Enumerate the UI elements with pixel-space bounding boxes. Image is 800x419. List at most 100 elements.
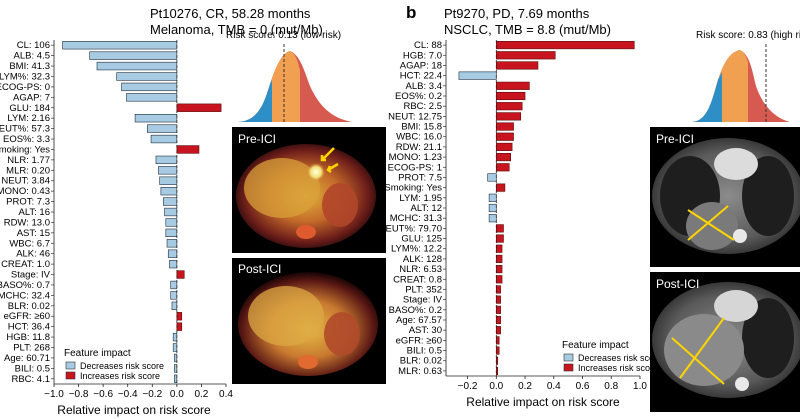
left-title: Pt10276, CR, 58.28 months: [150, 6, 311, 21]
left-pre-ici-label: Pre-ICI: [238, 132, 276, 146]
right-bar: [488, 193, 497, 202]
left-bar: [163, 197, 178, 206]
right-category-label: WBC: 16.0: [396, 132, 442, 143]
right-bar: [488, 214, 497, 223]
left-category-label: AGAP: 7: [13, 92, 50, 103]
right-bar: [495, 244, 503, 253]
right-bar: [495, 91, 526, 101]
right-category-label: Age: 67.57: [396, 315, 442, 326]
left-bar: [164, 207, 178, 217]
left-legend-title: Feature impact: [64, 348, 131, 359]
right-category-label: CL: 88: [414, 40, 442, 51]
left-category-label: BLR: 0.02: [8, 301, 50, 312]
right-x-tick-label: 0.0: [489, 381, 503, 392]
left-category-label: BILI: 0.5: [15, 363, 50, 374]
right-bar: [495, 346, 500, 355]
left-category-label: AST: 15: [17, 228, 50, 239]
left-x-tick-label: −0.2: [142, 389, 162, 400]
left-x-tick-label: −1.0: [44, 389, 64, 400]
left-bar: [171, 301, 178, 310]
left-category-label: MLR: 0.20: [6, 165, 50, 176]
right-bar: [495, 295, 501, 304]
right-bar: [495, 41, 635, 50]
left-subtitle: Melanoma, TMB = 0 (mut/Mb): [150, 22, 323, 37]
left-category-label: CREAT: 1.0: [1, 259, 50, 270]
right-x-tick-label: 0.4: [547, 381, 561, 392]
left-category-label: eGFR: ≥60: [4, 311, 50, 322]
right-density-low-fill: [692, 72, 722, 122]
left-category-label: RDW: 13.0: [4, 217, 50, 228]
left-x-tick-label: 0.4: [219, 389, 233, 400]
left-category-label: EOS%: 3.3: [3, 134, 50, 145]
right-bar: [495, 326, 501, 335]
left-category-label: ALK: 46: [16, 249, 50, 260]
left-category-label: PLT: 268: [13, 343, 50, 354]
right-category-label: LYM: 1.95: [399, 193, 442, 204]
left-category-label: PROT: 7.3: [6, 197, 50, 208]
right-category-label: GLU: 125: [401, 234, 442, 245]
right-category-label: BASO%: 0.2: [389, 305, 442, 316]
right-category-label: NLR: 6.53: [399, 264, 442, 275]
right-legend-decrease-label: Decreases risk score: [578, 353, 662, 363]
right-pre-ici-label: Pre-ICI: [656, 132, 694, 146]
right-bar: [495, 102, 523, 111]
right-bar: [495, 305, 501, 314]
left-bar: [134, 114, 178, 123]
right-bar: [495, 234, 504, 243]
left-bar: [96, 61, 178, 71]
right-bar: [495, 285, 501, 294]
left-category-label: HGB: 11.8: [6, 332, 50, 343]
right-pre-ici-image: Pre-ICI: [650, 127, 800, 267]
left-bar: [165, 218, 178, 227]
left-category-label: Age: 60.71: [4, 353, 50, 364]
right-category-label: MCHC: 31.3: [390, 213, 442, 224]
right-category-label: ECOG-PS: 1: [388, 162, 442, 173]
left-bar: [170, 291, 178, 300]
right-category-label: AST: 30: [409, 325, 442, 336]
left-legend-increase-swatch: [65, 371, 76, 380]
left-bar: [165, 228, 178, 238]
left-category-label: CL: 106: [17, 40, 50, 51]
left-category-label: GLU: 184: [9, 103, 50, 114]
left-bar: [126, 93, 178, 102]
left-x-tick-label: −0.4: [118, 389, 138, 400]
right-bar: [495, 163, 510, 172]
left-category-label: NEUT%: 57.3: [0, 124, 50, 135]
left-category-label: MCHC: 32.4: [0, 290, 50, 301]
right-bar: [495, 153, 511, 162]
right-title: Pt9270, PD, 7.69 months: [444, 6, 590, 21]
left-bar: [174, 374, 178, 383]
right-bar: [495, 81, 530, 90]
left-x-axis-title: Relative impact on risk score: [57, 403, 211, 417]
left-bar: [167, 249, 178, 258]
left-post-ici-label: Post-ICI: [238, 262, 281, 276]
right-category-label: MONO: 1.23: [389, 152, 442, 163]
right-bar: [495, 275, 503, 284]
left-bar: [155, 155, 178, 165]
right-category-label: NEUT%: 79.70: [379, 223, 442, 234]
right-bar: [495, 61, 539, 70]
right-bar: [495, 142, 513, 151]
right-x-tick-label: 0.8: [604, 381, 618, 392]
left-legend: Feature impact Decreases risk score Incr…: [64, 348, 164, 381]
left-risk-density: Risk score: 0.13 (low-risk): [226, 30, 352, 124]
right-bar: [495, 122, 514, 131]
right-bar: [487, 173, 497, 182]
left-bar: [160, 186, 178, 196]
left-post-ici-image: Post-ICI: [232, 258, 386, 384]
left-bar: [169, 259, 178, 269]
left-bar: [166, 239, 178, 248]
left-x-tick-label: −0.8: [69, 389, 89, 400]
right-x-tick-label: 0.6: [576, 381, 590, 392]
right-category-label: LYM%: 12.2: [391, 244, 442, 255]
right-post-ici-image: Post-ICI: [650, 272, 800, 412]
left-pre-ici-image: Pre-ICI: [232, 127, 386, 253]
left-legend-decrease-label: Decreases risk score: [80, 361, 164, 371]
left-bar: [170, 280, 178, 290]
left-x-tick-label: 0.0: [170, 389, 184, 400]
left-category-label: LYM: 2.16: [7, 113, 50, 124]
right-bar: [495, 183, 506, 192]
right-category-label: AGAP: 18: [400, 60, 442, 71]
left-category-label: NEUT: 3.84: [1, 176, 50, 187]
